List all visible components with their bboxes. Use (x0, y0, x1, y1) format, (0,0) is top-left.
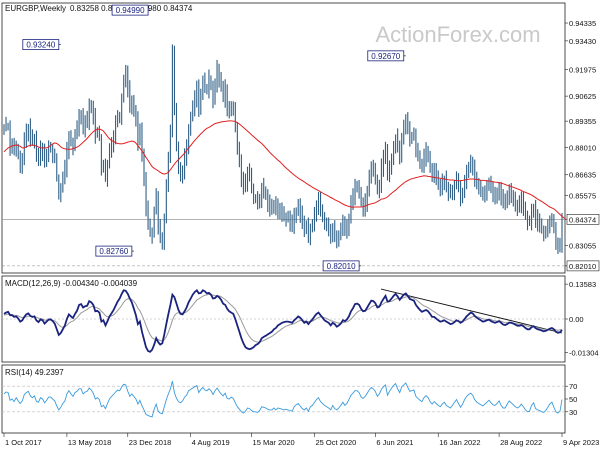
x-tick-label: 13 May 2018 (68, 438, 111, 447)
annotation-box (95, 245, 133, 257)
annotation-label: 0.94990 (116, 6, 145, 15)
annotation-label: 0.82010 (327, 262, 356, 271)
annotation-label: 0.93240 (26, 41, 55, 50)
y-tick-label: 0.85575 (569, 192, 596, 201)
rsi-y-axis: 70 50 30 (565, 382, 577, 417)
rsi-panel: RSI(14) 49.2397 70 50 30 (1, 364, 577, 434)
y-tick-label: 0.89355 (569, 117, 596, 126)
macd-y-axis: 0.13583 0.00 -0.01304 (565, 280, 599, 357)
annotation-box (367, 50, 405, 62)
x-tick-label: 16 Jan 2022 (439, 438, 480, 447)
x-tick-label: 4 Aug 2019 (192, 438, 230, 447)
annotation-box (111, 4, 149, 16)
x-tick-label: 23 Dec 2018 (129, 438, 172, 447)
macd-title: MACD(12,26,9) -0.004340 -0.004039 (5, 279, 138, 288)
y-tick-box (566, 260, 600, 272)
rsi-y-tick-label: 50 (569, 395, 577, 404)
x-tick-label: 1 Oct 2017 (5, 438, 42, 447)
rsi-levels (2, 385, 565, 413)
main-price-panel: ActionForex.com EURGBP,Weekly 0.83258 0.… (1, 2, 600, 274)
y-tick-label: 0.91975 (569, 66, 596, 75)
main-y-axis: 0.94335 0.93430 0.91975 0.90625 0.89355 0.880… (565, 19, 600, 272)
macd-y-tick-label: 0.13583 (569, 280, 596, 289)
x-axis: 1 Oct 2017 13 May 2018 23 Dec 2018 4 Aug 20… (3, 433, 599, 447)
rsi-panel-frame (1, 364, 566, 434)
macd-y-tick-label: -0.01304 (569, 348, 599, 357)
y-tick-label: 0.88010 (569, 144, 596, 153)
rsi-y-tick-label: 30 (569, 408, 577, 417)
moving-average-line (3, 120, 567, 220)
rsi-y-tick-label: 70 (569, 382, 577, 391)
annotation-label: 0.82760 (99, 247, 128, 256)
y-tick-label: 0.82010 (569, 262, 596, 271)
chart-title: EURGBP,Weekly (5, 4, 66, 13)
macd-signal-line (3, 293, 563, 343)
y-tick-label: 0.86635 (569, 171, 596, 180)
price-annotations: 0.93240 0.94990 0.82760 0.92670 0.82010 (22, 4, 406, 272)
annotation-box (322, 260, 360, 272)
annotation-box (22, 39, 60, 51)
y-tick-label: 0.84374 (569, 215, 596, 224)
x-tick-label: 9 Apr 2023 (563, 438, 599, 447)
watermark: ActionForex.com (375, 22, 540, 47)
y-tick-label: 0.94335 (569, 19, 596, 28)
y-tick-label: 0.93430 (569, 37, 596, 46)
price-bars (3, 44, 563, 255)
annotation-label: 0.92670 (371, 52, 400, 61)
x-tick-label: 6 Jun 2021 (376, 438, 413, 447)
rsi-title: RSI(14) 49.2397 (5, 368, 64, 377)
macd-trendline (380, 288, 563, 334)
y-tick-label: 0.83055 (569, 241, 596, 250)
main-panel-frame (1, 2, 566, 274)
y-tick-label: 0.90625 (569, 92, 596, 101)
rsi-line (3, 380, 563, 418)
x-tick-label: 15 Mar 2020 (253, 438, 295, 447)
x-tick-label: 25 Oct 2020 (315, 438, 356, 447)
x-tick-label: 28 Aug 2022 (500, 438, 542, 447)
y-tick-box (566, 213, 600, 225)
macd-line (3, 288, 563, 353)
macd-y-tick-label: 0.00 (569, 315, 584, 324)
macd-panel: MACD(12,26,9) -0.004340 -0.004039 0.1358… (1, 275, 599, 363)
